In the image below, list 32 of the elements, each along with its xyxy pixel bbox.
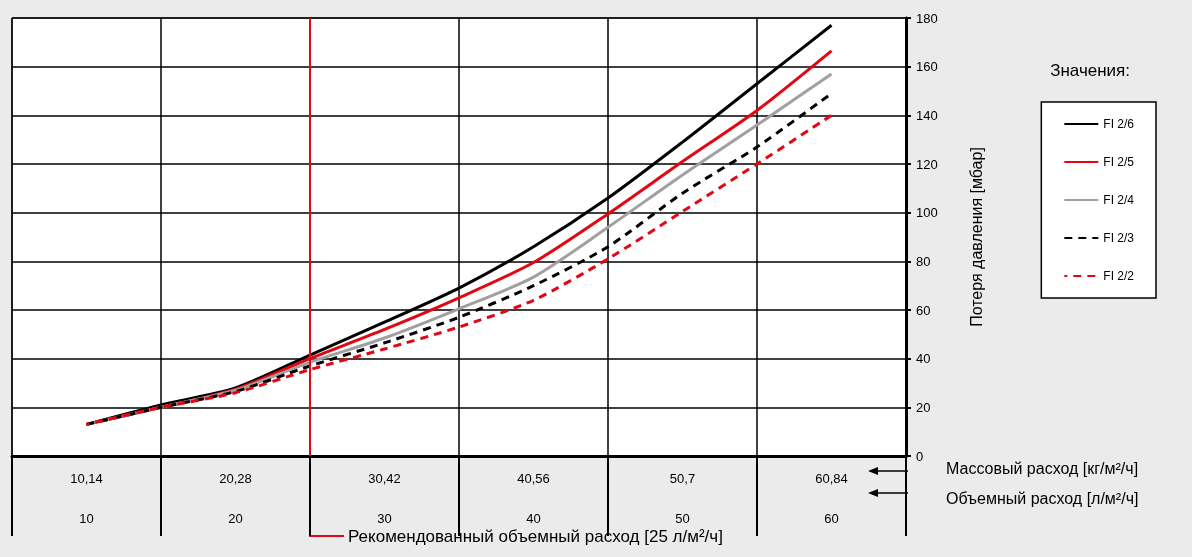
y-tick-label: 80	[916, 253, 931, 269]
legend-title: Значения:	[1050, 61, 1131, 80]
x2-tick-label: 10,14	[70, 471, 103, 486]
x-tick-label: 50	[675, 511, 690, 526]
y-tick-label: 180	[916, 10, 938, 26]
y-tick-label: 140	[916, 107, 938, 123]
x2-tick-label: 40,56	[517, 471, 550, 486]
x-tick-label: 10	[79, 511, 94, 526]
x2-tick-label: 20,28	[219, 471, 252, 486]
ref-line-label: Рекомендованный объемный расход [25 л/м²/ч]	[348, 527, 723, 546]
legend-label: FI 2/3	[1103, 231, 1135, 245]
y-tick-label: 40	[916, 351, 931, 367]
y-tick-label: 120	[916, 156, 938, 172]
legend-label: FI 2/2	[1103, 269, 1135, 283]
legend-label: FI 2/4	[1103, 193, 1135, 207]
y-tick-label: 100	[916, 205, 938, 221]
x2-tick-label: 60,84	[815, 471, 848, 486]
y-tick-label: 160	[916, 59, 938, 75]
x2-tick-label: 30,42	[368, 471, 401, 486]
x-tick-label: 20	[228, 511, 243, 526]
y-tick-label: 20	[916, 399, 931, 415]
x-tick-label: 30	[377, 511, 392, 526]
x-tick-label: 40	[526, 511, 541, 526]
y-tick-label: 60	[916, 302, 931, 318]
legend-label: FI 2/5	[1103, 155, 1135, 169]
y-tick-label: 0	[916, 448, 924, 464]
x-tick-label: 60	[824, 511, 839, 526]
legend-label: FI 2/6	[1103, 117, 1135, 131]
x2-axis-title: Массовый расход [кг/м²/ч]	[946, 459, 1139, 477]
x-axis-title: Объемный расход [л/м²/ч]	[946, 489, 1139, 507]
y-axis-title: Потеря давления [мбар]	[967, 147, 985, 327]
x2-tick-label: 50,7	[669, 471, 696, 486]
